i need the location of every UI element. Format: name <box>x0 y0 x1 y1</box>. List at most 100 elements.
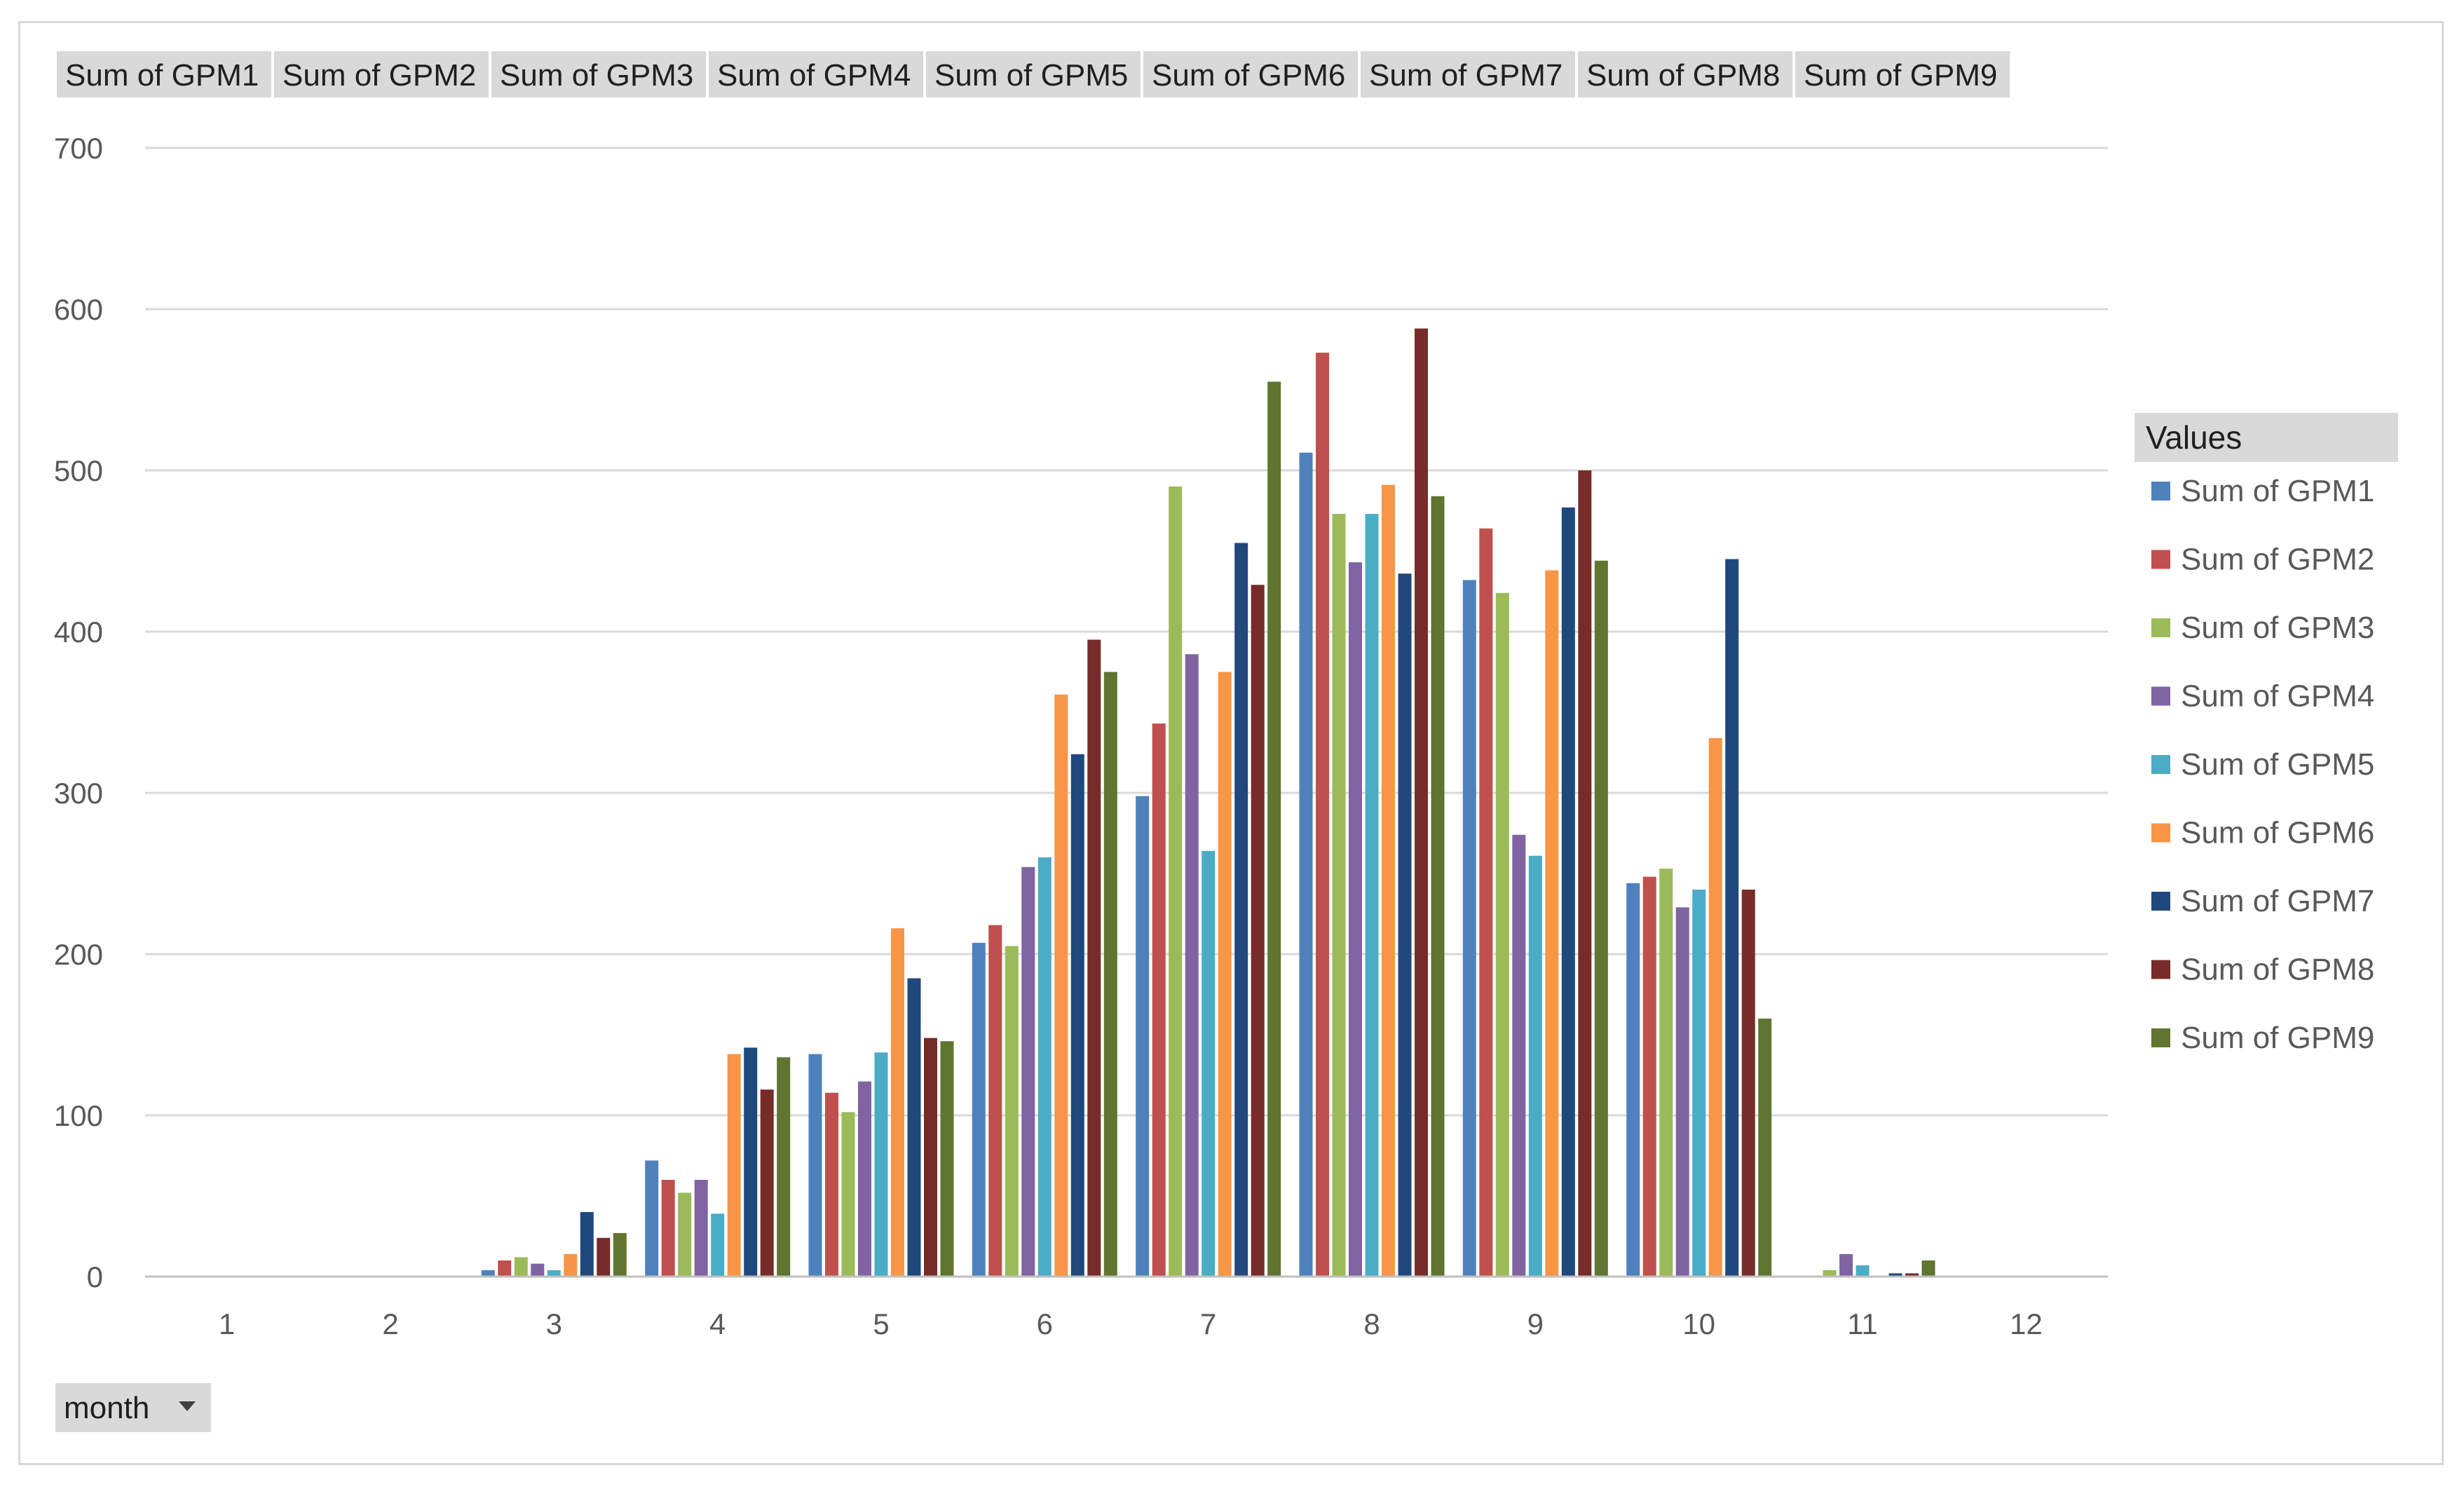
legend-swatch <box>2151 482 2170 501</box>
legend-label: Sum of GPM3 <box>2181 611 2374 645</box>
bar <box>1823 1270 1837 1277</box>
x-tick-label: 9 <box>1527 1307 1544 1340</box>
x-tick-label: 3 <box>546 1307 562 1340</box>
legend-items: Sum of GPM1 Sum of GPM2 Sum of GPM3 Sum of … <box>2151 474 2374 1055</box>
legend-item-gpm8: Sum of GPM8 <box>2151 953 2374 987</box>
bar <box>1021 866 1035 1277</box>
month-field-button[interactable]: month <box>55 1383 211 1432</box>
x-tick-label: 6 <box>1037 1307 1053 1340</box>
field-button-gpm2[interactable]: Sum of GPM2 <box>271 48 491 100</box>
legend-item-gpm7: Sum of GPM7 <box>2151 884 2374 918</box>
field-button-gpm1[interactable]: Sum of GPM1 <box>54 48 274 100</box>
bar <box>514 1257 528 1277</box>
field-button-label[interactable]: Sum of GPM3 <box>500 58 693 93</box>
series-gpm9 <box>613 381 1935 1277</box>
field-button-label[interactable]: Sum of GPM5 <box>934 58 1128 93</box>
month-field-label[interactable]: month <box>64 1391 149 1425</box>
field-button-bg[interactable] <box>489 48 709 100</box>
x-tick-label: 4 <box>709 1307 726 1340</box>
bar <box>1415 328 1428 1277</box>
legend-label: Sum of GPM4 <box>2181 679 2374 714</box>
y-tick-label: 0 <box>87 1260 103 1293</box>
legend-label: Sum of GPM2 <box>2181 543 2374 577</box>
legend: Values Sum of GPM1 Sum of GPM2 Sum of GPM3… <box>2135 413 2398 1055</box>
series-gpm6 <box>564 484 1722 1277</box>
bar <box>907 978 921 1277</box>
bar <box>1512 834 1526 1277</box>
bar <box>1169 487 1183 1277</box>
bar <box>678 1192 692 1277</box>
legend-swatch <box>2151 550 2170 569</box>
legend-label: Sum of GPM1 <box>2181 474 2374 508</box>
field-button-bg[interactable] <box>1358 48 1578 100</box>
bar <box>972 942 986 1277</box>
x-axis-ticks: 1 2 3 4 5 6 7 8 9 10 11 12 <box>219 1307 2043 1340</box>
field-button-label[interactable]: Sum of GPM2 <box>283 58 476 93</box>
field-button-label[interactable]: Sum of GPM6 <box>1152 58 1345 93</box>
bars <box>481 328 1935 1277</box>
x-tick-label: 10 <box>1682 1307 1715 1340</box>
field-button-gpm5[interactable]: Sum of GPM5 <box>923 48 1143 100</box>
series-gpm1 <box>481 452 1640 1277</box>
dropdown-arrow-icon[interactable] <box>179 1401 196 1411</box>
field-button-gpm8[interactable]: Sum of GPM8 <box>1575 48 1795 100</box>
bar <box>613 1232 627 1277</box>
bar <box>661 1180 675 1277</box>
bar <box>1299 452 1313 1277</box>
field-button-bg[interactable] <box>271 48 491 100</box>
bar <box>1462 580 1476 1277</box>
y-tick-label: 500 <box>54 454 103 487</box>
legend-swatch <box>2151 823 2170 843</box>
legend-item-gpm5: Sum of GPM5 <box>2151 747 2374 782</box>
bar <box>711 1213 725 1277</box>
bar <box>694 1180 708 1277</box>
bar <box>1495 592 1509 1277</box>
legend-label: Sum of GPM8 <box>2181 953 2374 987</box>
bar <box>891 928 904 1277</box>
bar <box>760 1089 774 1277</box>
field-button-label[interactable]: Sum of GPM9 <box>1804 58 1997 93</box>
bar <box>744 1047 758 1277</box>
y-axis-ticks: 0 100 200 300 400 500 600 700 <box>54 132 103 1293</box>
x-tick-label: 1 <box>219 1307 235 1340</box>
field-button-bg[interactable] <box>1141 48 1361 100</box>
legend-item-gpm6: Sum of GPM6 <box>2151 816 2374 850</box>
bar <box>531 1263 545 1277</box>
bar <box>1675 907 1689 1277</box>
pivot-chart: Sum of GPM1 Sum of GPM2 Sum of GPM3 Sum of … <box>54 48 2398 1432</box>
x-tick-label: 11 <box>1847 1307 1878 1340</box>
field-button-bg[interactable] <box>54 48 274 100</box>
field-button-gpm9[interactable]: Sum of GPM9 <box>1792 48 2013 100</box>
field-button-bg[interactable] <box>1792 48 2013 100</box>
bar <box>1365 514 1379 1277</box>
field-button-bg[interactable] <box>1575 48 1795 100</box>
bar <box>1659 869 1673 1277</box>
field-button-gpm3[interactable]: Sum of GPM3 <box>489 48 709 100</box>
y-tick-label: 700 <box>54 132 103 165</box>
x-tick-label: 12 <box>2010 1307 2043 1340</box>
bar <box>1316 353 1329 1277</box>
bar <box>1037 857 1051 1277</box>
legend-swatch <box>2151 960 2170 979</box>
field-button-bg[interactable] <box>923 48 1143 100</box>
y-tick-label: 200 <box>54 938 103 971</box>
field-button-label[interactable]: Sum of GPM7 <box>1369 58 1563 93</box>
bar <box>1332 514 1346 1277</box>
legend-swatch <box>2151 755 2170 774</box>
bar <box>1479 528 1493 1277</box>
bar <box>1839 1253 1853 1277</box>
bar <box>1594 560 1608 1277</box>
bar <box>498 1260 512 1277</box>
legend-title-box <box>2135 413 2398 462</box>
field-button-label[interactable]: Sum of GPM8 <box>1586 58 1780 93</box>
field-button-gpm6[interactable]: Sum of GPM6 <box>1141 48 1361 100</box>
field-button-label[interactable]: Sum of GPM4 <box>717 58 911 93</box>
field-button-label[interactable]: Sum of GPM1 <box>65 58 259 93</box>
value-field-buttons: Sum of GPM1 Sum of GPM2 Sum of GPM3 Sum of … <box>54 48 2013 100</box>
series-gpm2 <box>498 353 1656 1277</box>
bar <box>1578 470 1592 1277</box>
bar <box>1218 672 1232 1277</box>
field-button-gpm4[interactable]: Sum of GPM4 <box>706 48 926 100</box>
bar <box>924 1038 937 1277</box>
field-button-gpm7[interactable]: Sum of GPM7 <box>1358 48 1578 100</box>
